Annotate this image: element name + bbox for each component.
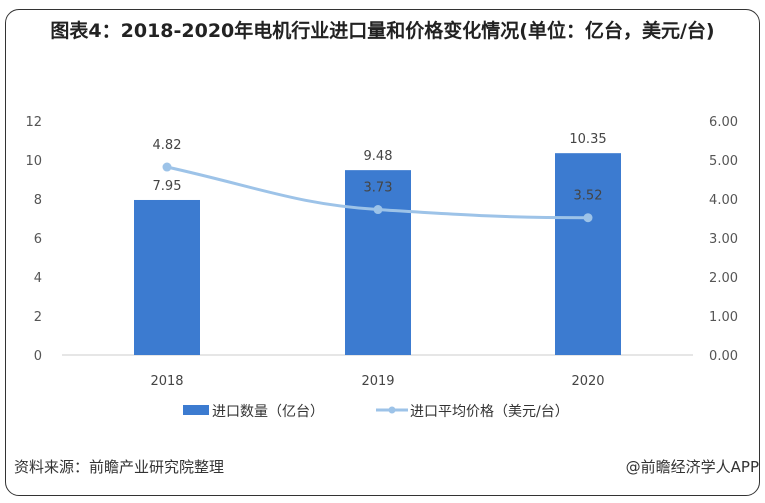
right-tick-label: 2.00 xyxy=(709,271,738,286)
price-point-2018 xyxy=(162,162,172,172)
left-tick-label: 10 xyxy=(25,154,42,169)
left-tick-label: 8 xyxy=(34,193,42,208)
right-tick-label: 1.00 xyxy=(709,310,738,325)
legend-line-label: 进口平均价格（美元/台） xyxy=(410,404,569,420)
left-tick-label: 12 xyxy=(25,115,42,130)
x-tick-label: 2018 xyxy=(150,374,183,389)
x-tick-label: 2020 xyxy=(571,374,604,389)
source-note: 资料来源：前瞻产业研究院整理 xyxy=(14,458,225,476)
legend-bar-swatch xyxy=(183,405,209,415)
right-tick-label: 5.00 xyxy=(709,154,738,169)
bar-data-label: 10.35 xyxy=(569,132,606,147)
price-point-2019 xyxy=(373,205,383,215)
line-data-label: 3.73 xyxy=(364,181,393,196)
bar-2020 xyxy=(555,153,621,355)
right-tick-label: 6.00 xyxy=(709,115,738,130)
right-tick-label: 4.00 xyxy=(709,193,738,208)
bar-2018 xyxy=(134,199,200,355)
line-data-label: 4.82 xyxy=(153,138,182,153)
right-tick-label: 0.00 xyxy=(709,349,738,364)
left-tick-label: 4 xyxy=(34,271,42,286)
price-point-2020 xyxy=(583,213,593,223)
line-data-label: 3.52 xyxy=(574,189,603,204)
bar-2019 xyxy=(345,170,411,355)
x-tick-label: 2019 xyxy=(361,374,394,389)
chart-frame xyxy=(5,9,760,496)
left-tick-label: 6 xyxy=(34,232,42,247)
credit-note: @前瞻经济学人APP xyxy=(625,458,759,476)
left-tick-label: 0 xyxy=(34,349,42,364)
legend-bar-label: 进口数量（亿台） xyxy=(212,404,324,420)
bar-data-label: 7.95 xyxy=(153,179,182,194)
chart-title: 图表4：2018-2020年电机行业进口量和价格变化情况(单位：亿台，美元/台) xyxy=(50,20,715,42)
legend-line-marker xyxy=(388,406,396,414)
left-tick-label: 2 xyxy=(34,310,42,325)
bar-data-label: 9.48 xyxy=(364,149,393,164)
right-tick-label: 3.00 xyxy=(709,232,738,247)
